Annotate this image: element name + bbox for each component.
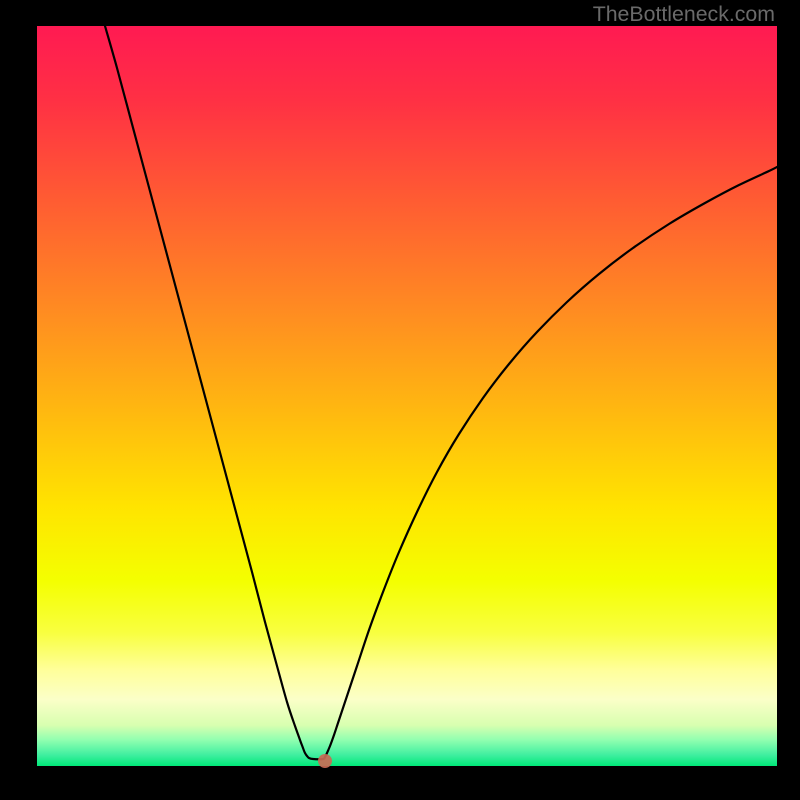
bottleneck-curve [105, 26, 777, 759]
watermark-text: TheBottleneck.com [593, 2, 775, 27]
chart-frame: TheBottleneck.com [0, 0, 800, 800]
curve-layer [0, 0, 800, 800]
optimum-marker [318, 754, 332, 768]
